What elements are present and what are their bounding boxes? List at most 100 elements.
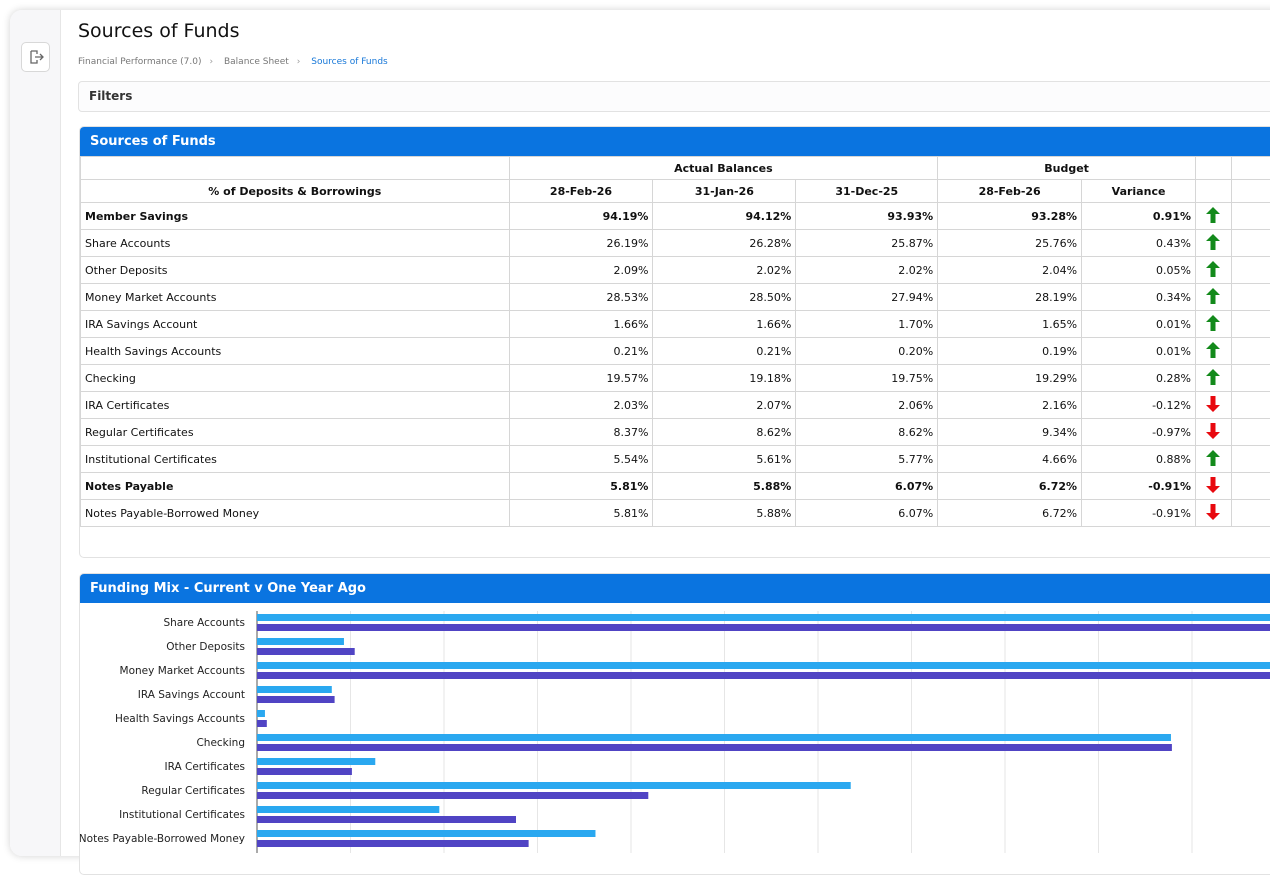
trend-cell — [1196, 230, 1232, 257]
category-label: IRA Savings Account — [138, 689, 245, 701]
row-label: Health Savings Accounts — [81, 338, 510, 365]
cell: 2.06% — [796, 392, 938, 419]
panel-title: Sources of Funds — [80, 127, 1270, 156]
cell: 93.28% — [938, 203, 1082, 230]
breadcrumb-link[interactable]: Financial Performance (7.0) — [78, 57, 202, 67]
row-label: Money Market Accounts — [81, 284, 510, 311]
cell: 28.53% — [509, 284, 653, 311]
page-title: Sources of Funds — [78, 20, 239, 42]
bar — [257, 696, 335, 703]
cell: 1.66% — [509, 311, 653, 338]
cell: 27.94% — [796, 284, 938, 311]
cell: 28.19% — [938, 284, 1082, 311]
trend-arrow — [1204, 503, 1222, 521]
blank — [1231, 157, 1270, 180]
category-label: Money Market Accounts — [120, 665, 245, 677]
cell: 19.57% — [509, 365, 653, 392]
cell: -0.91% — [1082, 500, 1196, 527]
blank — [1231, 203, 1270, 230]
cell: 0.01% — [1082, 311, 1196, 338]
sidebar — [10, 10, 61, 856]
cell: 8.37% — [509, 419, 653, 446]
trend-cell — [1196, 257, 1232, 284]
bar — [257, 744, 1172, 751]
cell: 0.91% — [1082, 203, 1196, 230]
category-label: Share Accounts — [163, 617, 245, 629]
bar — [257, 792, 648, 799]
cell: 0.05% — [1082, 257, 1196, 284]
row-label: IRA Savings Account — [81, 311, 510, 338]
column-header: 31-Jan-26 — [653, 180, 796, 203]
cell: 0.20% — [796, 338, 938, 365]
cell: 5.77% — [796, 446, 938, 473]
cell: 5.54% — [509, 446, 653, 473]
trend-arrow — [1204, 287, 1222, 305]
bar — [257, 624, 1270, 631]
cell: 0.21% — [653, 338, 796, 365]
blank — [1231, 230, 1270, 257]
cell: -0.12% — [1082, 392, 1196, 419]
cell: 5.88% — [653, 473, 796, 500]
blank — [1231, 473, 1270, 500]
arrow-down — [1206, 477, 1220, 493]
category-label: Other Deposits — [166, 641, 245, 653]
cell: 25.76% — [938, 230, 1082, 257]
blank — [1196, 180, 1232, 203]
bar — [257, 720, 267, 727]
bar — [257, 710, 265, 717]
chart-panel: Funding Mix - Current v One Year Ago Sha… — [79, 573, 1270, 875]
cell: 25.87% — [796, 230, 938, 257]
trend-arrow — [1204, 260, 1222, 278]
cell: 5.81% — [509, 500, 653, 527]
arrow-up — [1206, 369, 1220, 385]
cell: 6.07% — [796, 473, 938, 500]
cell: 2.09% — [509, 257, 653, 284]
row-label: Notes Payable-Borrowed Money — [81, 500, 510, 527]
category-label: Health Savings Accounts — [115, 713, 245, 725]
row-label: Notes Payable — [81, 473, 510, 500]
trend-cell — [1196, 392, 1232, 419]
trend-cell — [1196, 446, 1232, 473]
filters-label: Filters — [89, 89, 132, 103]
trend-cell — [1196, 500, 1232, 527]
column-header: 31-Dec-25 — [796, 180, 938, 203]
chart-title: Funding Mix - Current v One Year Ago — [80, 574, 1270, 603]
arrow-up — [1206, 288, 1220, 304]
cell: 28.50% — [653, 284, 796, 311]
cell: 2.02% — [653, 257, 796, 284]
cell: 6.72% — [938, 473, 1082, 500]
bar — [257, 734, 1171, 741]
separator: › — [210, 57, 214, 67]
cell: -0.91% — [1082, 473, 1196, 500]
breadcrumb-link[interactable]: Balance Sheet — [224, 57, 289, 67]
arrow-up — [1206, 450, 1220, 466]
cell: 1.66% — [653, 311, 796, 338]
filters-bar[interactable]: Filters — [78, 81, 1270, 112]
blank — [1196, 157, 1232, 180]
cell: 26.19% — [509, 230, 653, 257]
cell: 2.03% — [509, 392, 653, 419]
trend-arrow — [1204, 341, 1222, 359]
cell: 19.75% — [796, 365, 938, 392]
cell: 2.02% — [796, 257, 938, 284]
row-label: IRA Certificates — [81, 392, 510, 419]
blank — [1231, 446, 1270, 473]
chart: Share Accounts Other Deposits Money Market… — [80, 603, 1270, 863]
cell: 26.28% — [653, 230, 796, 257]
category-label: IRA Certificates — [165, 761, 246, 773]
arrow-down — [1206, 504, 1220, 520]
cell: 4.66% — [938, 446, 1082, 473]
logout-button[interactable] — [21, 42, 50, 72]
row-label: Share Accounts — [81, 230, 510, 257]
